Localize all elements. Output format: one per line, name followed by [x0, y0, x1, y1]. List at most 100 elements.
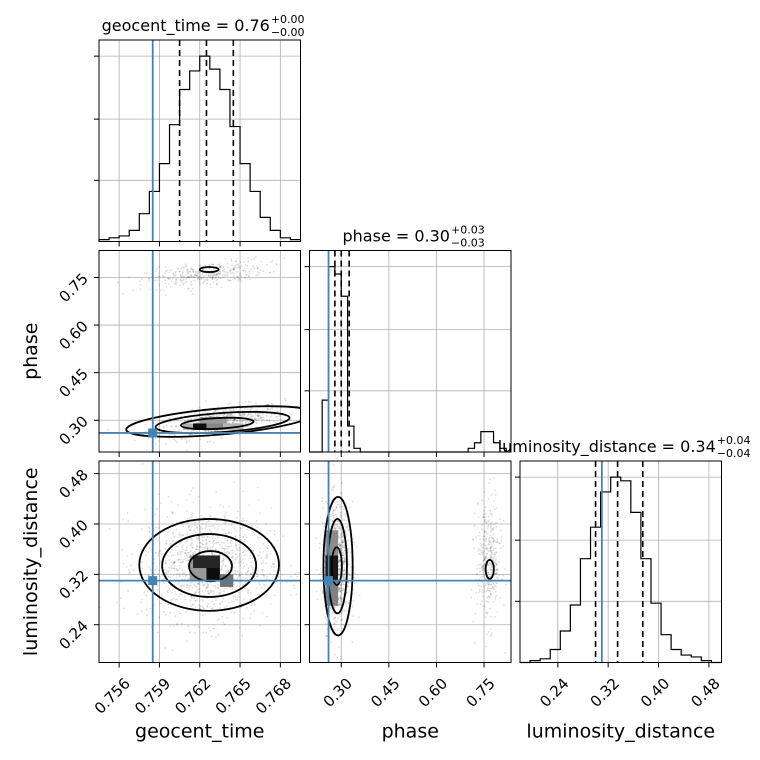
sample-point — [178, 584, 181, 587]
sample-point — [147, 574, 150, 577]
sample-point — [482, 559, 485, 562]
sample-point — [167, 277, 170, 279]
sample-point — [158, 275, 161, 278]
sample-point — [227, 545, 229, 548]
sample-point — [484, 555, 486, 558]
sample-point — [488, 557, 491, 560]
sample-point — [332, 628, 335, 631]
sample-point — [208, 525, 210, 528]
sample-point — [339, 560, 342, 562]
sample-point — [162, 605, 165, 607]
sample-point — [493, 554, 496, 556]
sample-point — [195, 544, 198, 547]
sample-point — [189, 513, 192, 516]
sample-point — [494, 522, 497, 525]
sample-point — [226, 262, 229, 265]
sample-point — [174, 434, 176, 437]
sample-point — [322, 596, 325, 599]
axes-frame — [519, 460, 722, 663]
sample-point — [226, 550, 229, 553]
sample-point — [271, 407, 274, 410]
sample-point — [254, 418, 256, 421]
sample-point — [357, 616, 360, 618]
sample-point — [485, 645, 488, 648]
sample-point — [492, 582, 495, 585]
sample-point — [187, 418, 190, 421]
sample-point — [216, 619, 219, 622]
sample-point — [196, 538, 198, 541]
sample-point — [192, 501, 195, 504]
sample-point — [176, 598, 179, 601]
sample-point — [486, 596, 489, 599]
sample-point — [141, 278, 144, 281]
sample-point — [216, 278, 219, 281]
sample-point — [265, 264, 268, 266]
sample-point — [485, 600, 488, 602]
sample-point — [226, 419, 229, 421]
sample-point — [190, 266, 193, 269]
sample-point — [491, 527, 494, 530]
x-tick-label: 0.60 — [415, 675, 451, 711]
sample-point — [199, 541, 202, 544]
sample-point — [232, 595, 235, 598]
sample-point — [238, 595, 241, 598]
sample-point — [332, 514, 335, 517]
sample-point — [492, 505, 495, 508]
sample-point — [233, 526, 236, 529]
sample-point — [337, 589, 340, 592]
sample-point — [341, 542, 344, 545]
sample-point — [197, 591, 200, 594]
sample-point — [492, 538, 495, 540]
sample-point — [207, 627, 210, 630]
sample-point — [260, 420, 263, 423]
sample-point — [343, 513, 345, 516]
sample-point — [269, 408, 272, 410]
sample-point — [198, 275, 200, 278]
sample-point — [338, 545, 341, 548]
sample-point — [183, 420, 186, 422]
sample-point — [258, 498, 260, 501]
sample-point — [269, 271, 271, 274]
sample-point — [250, 604, 253, 607]
sample-point — [207, 583, 210, 586]
sample-point — [225, 532, 228, 535]
sample-point — [199, 530, 202, 533]
sample-point — [265, 414, 268, 417]
sample-point — [236, 275, 239, 278]
sample-point — [197, 582, 200, 585]
sample-point — [168, 495, 170, 498]
sample-point — [188, 585, 191, 587]
sample-point — [230, 413, 232, 416]
sample-point — [218, 618, 221, 620]
sample-point — [336, 520, 339, 523]
sample-point — [190, 417, 193, 420]
sample-point — [165, 571, 168, 574]
sample-point — [336, 520, 338, 523]
sample-point — [184, 552, 186, 554]
sample-point — [484, 529, 486, 532]
sample-point — [176, 504, 179, 506]
sample-point — [206, 584, 209, 587]
sample-point — [157, 275, 160, 278]
sample-point — [231, 264, 233, 267]
sample-point — [253, 418, 256, 420]
sample-point — [210, 415, 213, 418]
sample-point — [220, 568, 222, 571]
sample-point — [144, 554, 147, 557]
sample-point — [341, 546, 344, 548]
sample-point — [159, 602, 162, 605]
sample-point — [494, 561, 497, 564]
sample-point — [144, 508, 147, 511]
sample-point — [209, 272, 212, 275]
sample-point — [211, 553, 214, 556]
sample-point — [213, 411, 215, 413]
sample-point — [339, 559, 342, 562]
sample-point — [244, 412, 246, 415]
sample-point — [216, 274, 219, 276]
sample-point — [479, 538, 482, 541]
sample-point — [174, 274, 177, 277]
sample-point — [347, 549, 350, 552]
sample-point — [226, 413, 229, 416]
sample-point — [208, 536, 210, 539]
sample-point — [147, 437, 150, 440]
